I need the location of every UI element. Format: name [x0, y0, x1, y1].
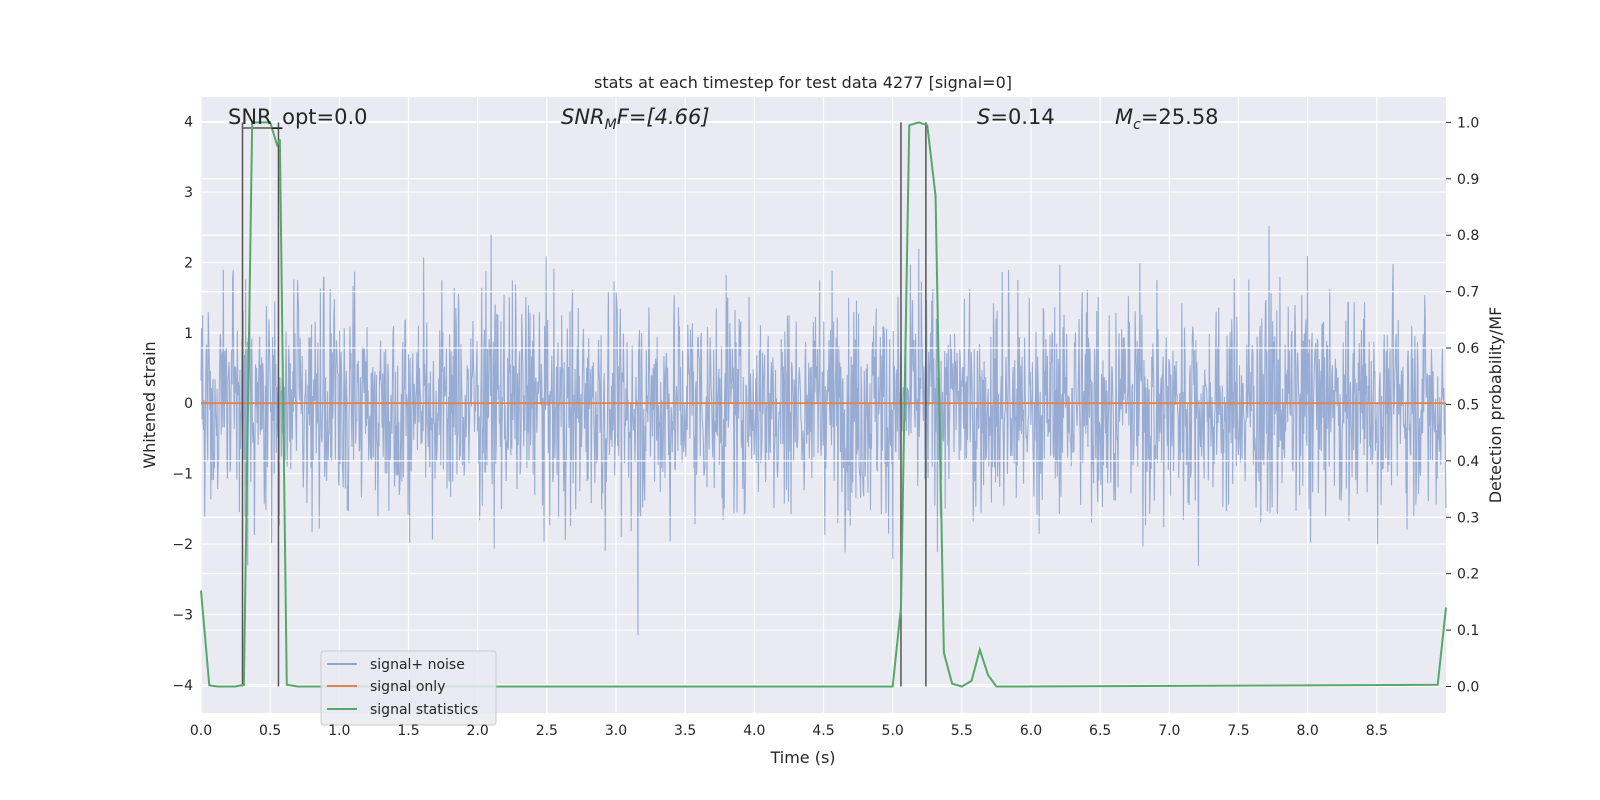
y-tick-label: −3: [172, 607, 193, 623]
x-tick-label: 7.5: [1227, 723, 1249, 739]
x-tick-label: 1.0: [328, 723, 350, 739]
x-tick-label: 5.5: [951, 723, 973, 739]
annotation-s-rest: =0.14: [990, 105, 1054, 129]
y-tick-label: 2: [184, 255, 193, 271]
y2-tick-label: 0.2: [1457, 567, 1479, 583]
chart-title: stats at each timestep for test data 427…: [594, 73, 1012, 92]
annotation-snr-mf-main: SNR: [561, 105, 605, 129]
annotation-mc-var: M: [1115, 105, 1133, 129]
y-tick-label: −2: [172, 537, 193, 553]
x-axis-title: Time (s): [769, 748, 835, 767]
legend-label-signal-only: signal only: [370, 679, 445, 695]
annotation-snr-opt: SNR_opt=0.0: [228, 105, 368, 130]
y2-tick-label: 0.4: [1457, 454, 1479, 470]
y-tick-label: 3: [184, 185, 193, 201]
y2-tick-label: 0.5: [1457, 397, 1479, 413]
legend-label-signal-statistics: signal statistics: [370, 702, 478, 718]
legend-box: [320, 650, 497, 726]
y-tick-label: 0: [184, 396, 193, 412]
legend-label-signal-noise: signal+ noise: [370, 657, 465, 673]
x-tick-label: 3.5: [674, 723, 696, 739]
x-tick-label: 2.5: [536, 723, 558, 739]
x-tick-label: 1.5: [397, 723, 419, 739]
y-tick-label: 4: [184, 115, 193, 131]
y-axis-title: Whitened strain: [140, 341, 159, 468]
x-tick-label: 0.0: [190, 723, 212, 739]
annotation-s: S=0.14: [977, 105, 1055, 129]
x-tick-label: 3.0: [605, 723, 627, 739]
annotation-snr-mf: SNRMF=[4.66]: [561, 105, 710, 133]
x-tick-label: 0.5: [259, 723, 281, 739]
y2-tick-label: 0.7: [1457, 285, 1479, 301]
x-tick-label: 7.0: [1158, 723, 1180, 739]
y-tick-label: −4: [172, 678, 193, 694]
x-tick-label: 5.0: [882, 723, 904, 739]
x-tick-label: 6.5: [1089, 723, 1111, 739]
y2-tick-label: 0.9: [1457, 172, 1479, 188]
y2-tick-label: 0.0: [1457, 679, 1479, 695]
y2-tick-label: 0.3: [1457, 510, 1479, 526]
y2-tick-label: 0.1: [1457, 623, 1479, 639]
y2-tick-label: 0.8: [1457, 228, 1479, 244]
annotation-snr-mf-sub: M: [605, 117, 617, 133]
x-tick-label: 8.5: [1366, 723, 1388, 739]
y2-tick-label: 1.0: [1457, 115, 1479, 131]
y2-axis-title: Detection probability/MF: [1486, 307, 1505, 504]
series-signal-noise-line: [200, 226, 1447, 636]
plot-area: [200, 97, 1447, 713]
annotation-s-var: S: [977, 105, 990, 129]
annotation-snr-mf-rest: F=[4.66]: [617, 105, 710, 129]
y2-tick-label: 0.6: [1457, 341, 1479, 357]
x-tick-label: 4.5: [812, 723, 834, 739]
annotation-mc-sub: c: [1133, 117, 1141, 133]
x-tick-label: 6.0: [1020, 723, 1042, 739]
series-signal-statistics-line: [200, 121, 1447, 688]
y-tick-label: 1: [184, 326, 193, 342]
annotation-mc-rest: =25.58: [1141, 105, 1219, 129]
x-tick-label: 4.0: [743, 723, 765, 739]
x-tick-label: 8.0: [1297, 723, 1319, 739]
y-tick-label: −1: [172, 467, 193, 483]
x-tick-label: 2.0: [467, 723, 489, 739]
legend: signal+ noise signal only signal statist…: [320, 650, 497, 726]
annotation-mc: Mc=25.58: [1115, 105, 1219, 133]
